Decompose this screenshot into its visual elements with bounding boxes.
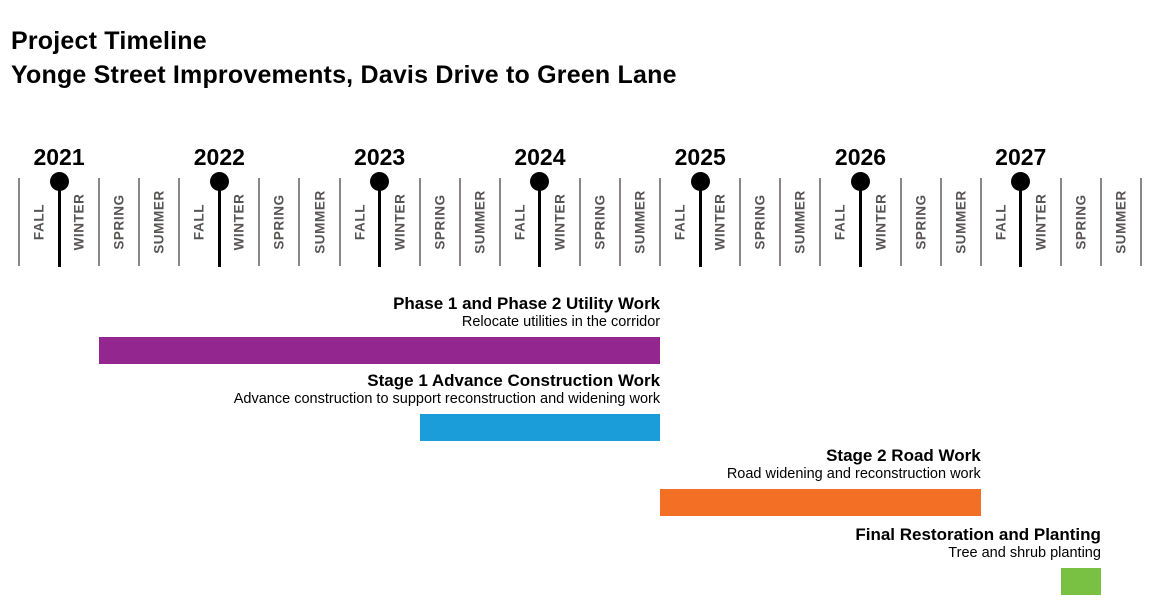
season-tick [418,178,421,266]
page-title: Project Timeline Yonge Street Improvemen… [11,24,677,92]
season-tick [819,178,822,266]
task-description: Advance construction to support reconstr… [233,391,661,407]
year-label: 2027 [995,144,1047,170]
task-description: Tree and shrub planting [948,545,1101,561]
year-label: 2024 [514,144,566,170]
season-tick [138,178,141,266]
season-label: WINTER [1033,193,1049,251]
task-title: Phase 1 and Phase 2 Utility Work [393,294,661,313]
season-tick [979,178,982,266]
season-label: SUMMER [953,190,969,254]
year-marker-line [1019,181,1023,267]
year-label: 2025 [674,144,726,170]
season-tick [739,178,742,266]
season-tick [1139,178,1142,266]
season-tick [899,178,902,266]
season-tick [178,178,181,266]
season-label: SPRING [271,194,287,250]
season-tick [258,178,261,266]
season-label: SPRING [432,194,448,250]
task-description: Relocate utilities in the corridor [461,314,661,330]
task-bar [1060,568,1101,595]
season-tick [298,178,301,266]
season-tick [1059,178,1062,266]
season-label: FALL [512,203,528,241]
task-bar [419,414,661,441]
season-tick [1099,178,1102,266]
page-title-line1: Project Timeline [11,27,207,55]
season-label: FALL [31,203,47,241]
season-tick [338,178,341,266]
year-label: 2022 [193,144,245,170]
season-label: FALL [993,203,1009,241]
season-label: WINTER [231,193,247,251]
year-marker-line [538,181,542,267]
year-marker-dot [1011,171,1031,191]
season-label: FALL [672,203,688,241]
season-tick [779,178,782,266]
season-label: WINTER [552,193,568,251]
year-label: 2023 [354,144,406,170]
season-tick [98,178,101,266]
task-label: Final Restoration and Planting Tree and s… [855,525,1101,562]
year-label: 2021 [33,144,85,170]
season-label: SUMMER [792,190,808,254]
season-label: SPRING [111,194,127,250]
season-label: SUMMER [632,190,648,254]
season-tick [659,178,662,266]
task-bar [99,337,661,364]
page-title-line2: Yonge Street Improvements, Davis Drive t… [11,61,677,89]
year-marker-dot [530,171,550,191]
season-label: SUMMER [472,190,488,254]
season-label: SUMMER [151,190,167,254]
season-label: SPRING [592,194,608,250]
season-label: FALL [191,203,207,241]
year-marker-dot [850,171,870,191]
season-label: SUMMER [1113,190,1129,254]
year-marker-line [57,181,61,267]
year-label: 2026 [834,144,887,170]
season-label: WINTER [712,193,728,251]
season-tick [939,178,942,266]
season-label: FALL [832,203,848,241]
year-marker-line [378,181,382,267]
season-label: SPRING [913,194,929,250]
task-title: Final Restoration and Planting [855,525,1101,544]
season-label: SPRING [1073,194,1089,250]
year-marker-line [698,181,702,267]
task-description: Road widening and reconstruction work [726,466,981,482]
season-tick [619,178,622,266]
season-tick [18,178,20,266]
year-marker-line [217,181,221,267]
season-label: FALL [352,203,368,241]
season-label: WINTER [392,193,408,251]
task-title: Stage 1 Advance Construction Work [367,371,661,390]
season-label: WINTER [873,193,889,251]
task-title: Stage 2 Road Work [826,446,981,465]
season-label: SUMMER [312,190,328,254]
year-marker-dot [209,171,229,191]
year-marker-dot [690,171,710,191]
year-marker-line [858,181,862,267]
task-bar [660,489,981,516]
task-label: Stage 1 Advance Construction Work Advance… [234,371,660,408]
year-marker-dot [370,171,390,191]
season-tick [578,178,581,266]
task-label: Phase 1 and Phase 2 Utility Work Relocate… [393,294,660,331]
season-tick [458,178,461,266]
season-tick [498,178,501,266]
task-label: Stage 2 Road Work Road widening and recon… [727,446,981,483]
year-marker-dot [49,171,69,191]
season-label: WINTER [71,193,87,251]
season-label: SPRING [752,194,768,250]
